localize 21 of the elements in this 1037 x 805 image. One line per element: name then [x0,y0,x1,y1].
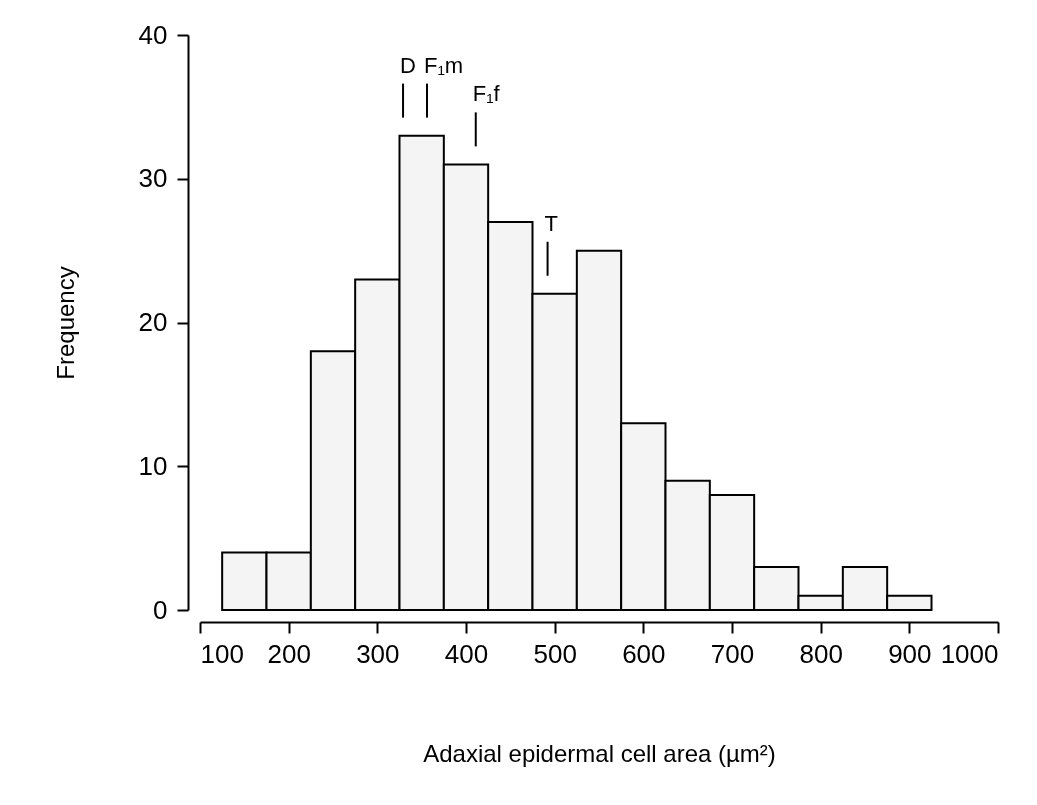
x-tick-label: 700 [710,638,755,669]
x-tick-label: 400 [444,638,489,669]
y-tick-label: 0 [153,594,168,625]
ref-line-label: F₁f [472,81,501,107]
x-tick-label: 100 [200,638,244,669]
x-tick-label: 500 [533,638,577,669]
x-tick-label: 200 [267,638,311,669]
ref-line-label: D [400,52,416,78]
x-tick-label: 1000 [940,638,999,669]
ref-line-label: T [544,210,559,236]
x-tick-label: 300 [356,638,400,669]
x-tick-label: 900 [888,638,932,669]
y-tick-label: 10 [138,450,168,481]
x-axis-title: Adaxial epidermal cell area (µm²) [423,739,776,767]
y-tick-label: 40 [138,19,168,50]
y-tick-label: 30 [138,163,168,194]
y-axis-title: Frequency [51,266,79,380]
ref-line-label: F₁m [423,52,464,78]
x-tick-label: 800 [799,638,843,669]
x-tick-label: 600 [622,638,666,669]
y-tick-label: 20 [138,307,168,337]
